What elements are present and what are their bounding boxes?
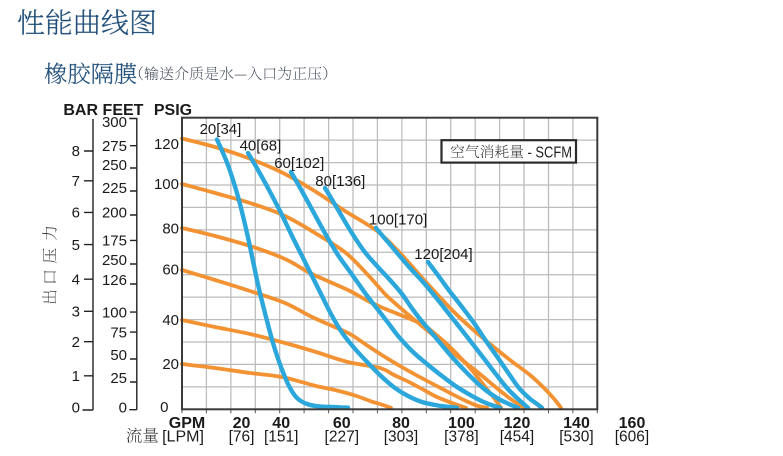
svg-text:FEET: FEET — [103, 102, 144, 119]
svg-text:[151]: [151] — [264, 428, 298, 445]
svg-text:40: 40 — [272, 415, 290, 432]
svg-text:60[102]: 60[102] — [274, 155, 324, 172]
svg-text:BAR: BAR — [63, 102, 98, 119]
svg-text:40: 40 — [162, 312, 179, 329]
svg-text:25: 25 — [110, 370, 127, 387]
svg-text:0: 0 — [160, 399, 168, 416]
svg-text:80: 80 — [162, 221, 179, 238]
svg-text:PSIG: PSIG — [154, 102, 192, 119]
svg-text:120: 120 — [504, 415, 531, 432]
svg-text:100: 100 — [154, 176, 179, 193]
svg-text:160: 160 — [619, 415, 646, 432]
svg-text:20: 20 — [162, 356, 179, 373]
svg-text:5: 5 — [72, 237, 80, 254]
svg-text:100: 100 — [102, 304, 127, 321]
svg-text:100: 100 — [448, 415, 475, 432]
svg-text:8: 8 — [72, 143, 80, 160]
svg-text:[530]: [530] — [559, 428, 593, 445]
svg-text:60: 60 — [162, 262, 179, 279]
svg-text:0: 0 — [119, 399, 127, 416]
svg-text:275: 275 — [102, 138, 127, 155]
svg-text:120: 120 — [154, 136, 179, 153]
svg-text:60: 60 — [333, 415, 351, 432]
svg-text:250: 250 — [102, 157, 127, 174]
svg-text:1: 1 — [72, 368, 80, 385]
svg-text:250: 250 — [102, 252, 127, 269]
svg-text:300: 300 — [102, 114, 127, 131]
svg-text:80[136]: 80[136] — [315, 173, 365, 190]
svg-text:100[170]: 100[170] — [369, 212, 427, 229]
svg-text:2: 2 — [72, 334, 80, 351]
svg-text:6: 6 — [72, 205, 80, 222]
svg-text:20: 20 — [233, 415, 251, 432]
svg-text:[76]: [76] — [229, 428, 255, 445]
svg-text:[LPM]: [LPM] — [162, 428, 204, 445]
svg-text:- SCFM: - SCFM — [528, 145, 573, 162]
svg-text:75: 75 — [110, 324, 127, 341]
svg-text:200: 200 — [102, 205, 127, 222]
svg-text:140: 140 — [563, 415, 590, 432]
svg-text:7: 7 — [72, 173, 80, 190]
svg-text:[227]: [227] — [325, 428, 359, 445]
svg-text:40[68]: 40[68] — [240, 138, 282, 155]
svg-text:GPM: GPM — [169, 415, 205, 432]
svg-text:175: 175 — [102, 233, 127, 250]
svg-text:120[204]: 120[204] — [414, 246, 472, 263]
svg-text:[303]: [303] — [384, 428, 418, 445]
svg-text:[606]: [606] — [615, 428, 649, 445]
svg-text:4: 4 — [72, 271, 80, 288]
svg-text:80: 80 — [392, 415, 410, 432]
svg-text:225: 225 — [102, 180, 127, 197]
svg-text:50: 50 — [110, 347, 127, 364]
svg-text:126: 126 — [102, 272, 127, 289]
svg-text:0: 0 — [72, 399, 80, 416]
svg-text:[454]: [454] — [500, 428, 534, 445]
svg-text:3: 3 — [72, 304, 80, 321]
svg-text:20[34]: 20[34] — [200, 121, 242, 138]
svg-text:[378]: [378] — [444, 428, 478, 445]
